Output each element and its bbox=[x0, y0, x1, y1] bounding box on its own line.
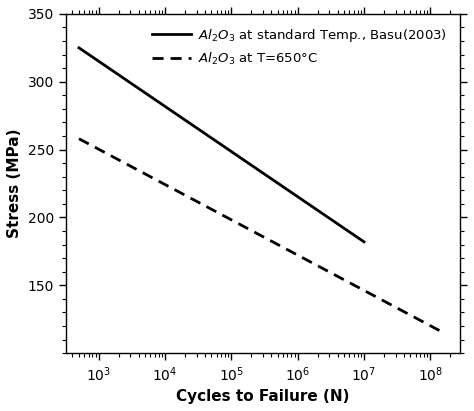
$Al_2O_3$ at standard Temp., Basu(2003) bbox=[251, 164, 256, 169]
$Al_2O_3$ at T=650°C bbox=[293, 252, 299, 257]
$Al_2O_3$ at T=650°C bbox=[292, 251, 298, 256]
$Al_2O_3$ at standard Temp., Basu(2003) bbox=[76, 45, 82, 50]
Line: $Al_2O_3$ at standard Temp., Basu(2003): $Al_2O_3$ at standard Temp., Basu(2003) bbox=[79, 48, 364, 242]
Legend: $Al_2O_3$ at standard Temp., Basu(2003), $Al_2O_3$ at T=650°C: $Al_2O_3$ at standard Temp., Basu(2003),… bbox=[145, 21, 454, 74]
$Al_2O_3$ at T=650°C bbox=[77, 137, 83, 142]
Line: $Al_2O_3$ at T=650°C: $Al_2O_3$ at T=650°C bbox=[79, 139, 444, 333]
$Al_2O_3$ at standard Temp., Basu(2003) bbox=[245, 160, 251, 165]
$Al_2O_3$ at standard Temp., Basu(2003) bbox=[77, 46, 83, 51]
$Al_2O_3$ at T=650°C bbox=[76, 136, 82, 141]
$Al_2O_3$ at standard Temp., Basu(2003) bbox=[361, 239, 367, 244]
X-axis label: Cycles to Failure (N): Cycles to Failure (N) bbox=[176, 389, 350, 404]
$Al_2O_3$ at T=650°C bbox=[383, 300, 389, 305]
$Al_2O_3$ at T=650°C bbox=[407, 312, 412, 317]
Y-axis label: Stress (MPa): Stress (MPa) bbox=[7, 129, 22, 238]
$Al_2O_3$ at T=650°C bbox=[299, 255, 305, 260]
$Al_2O_3$ at standard Temp., Basu(2003) bbox=[335, 221, 340, 226]
$Al_2O_3$ at standard Temp., Basu(2003) bbox=[316, 209, 322, 214]
$Al_2O_3$ at T=650°C bbox=[441, 330, 447, 335]
$Al_2O_3$ at standard Temp., Basu(2003) bbox=[246, 161, 252, 166]
